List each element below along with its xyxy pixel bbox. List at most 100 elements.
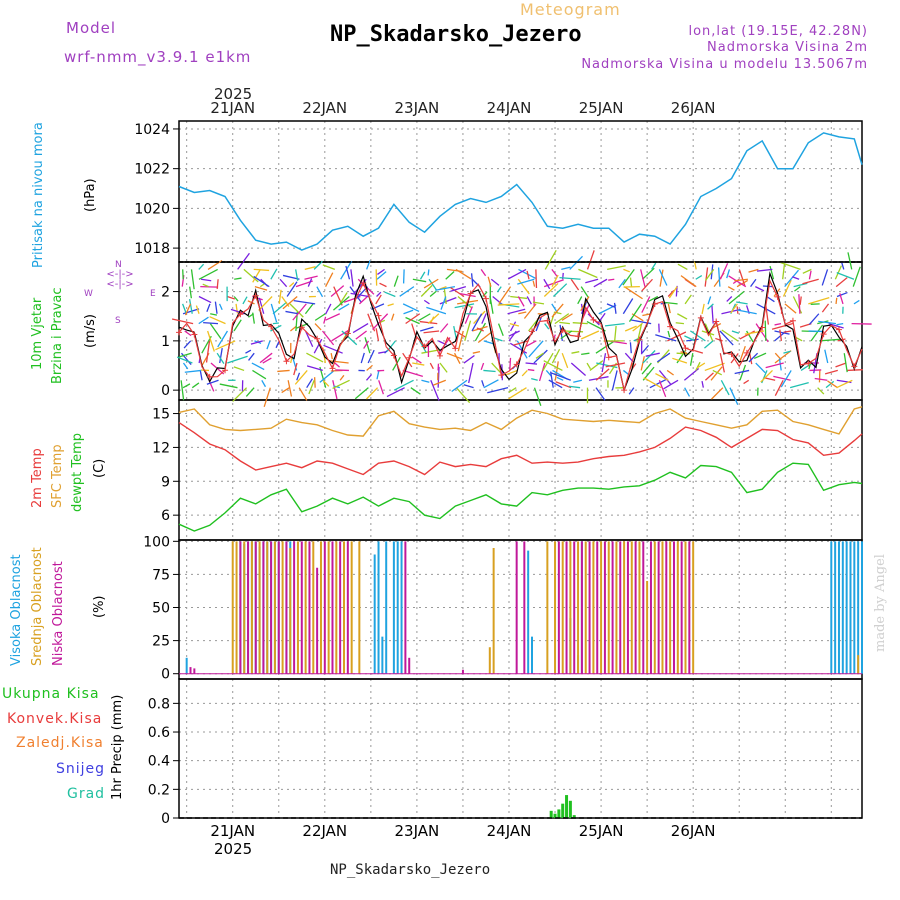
wind-vector (245, 349, 252, 354)
wind-marker (421, 343, 428, 350)
wind-vector (207, 259, 223, 270)
wind-vector (573, 379, 583, 383)
wind-vector (367, 349, 375, 364)
wind-vector (553, 283, 568, 297)
y-tick-label: 15 (152, 407, 170, 423)
wind-vector (371, 303, 385, 310)
model-label: Model (66, 19, 117, 37)
wind-vector (605, 362, 626, 368)
wind-vector (533, 349, 548, 364)
grid-lines (179, 121, 862, 819)
temp2m-label: 2m Temp (30, 448, 45, 508)
wind-vector (808, 313, 820, 325)
wind-vector (259, 352, 273, 364)
wind-vector (792, 276, 800, 280)
wind-vector (528, 319, 538, 332)
wind-vector (279, 278, 288, 288)
wind-vector (323, 316, 327, 324)
temp-line-2m (178, 422, 863, 476)
wind-vector (278, 289, 282, 304)
y-tick-label: 1022 (134, 162, 170, 178)
wind-vector (266, 340, 271, 350)
wind-vector (450, 287, 465, 298)
wind-vector (535, 316, 542, 332)
wind-vector (184, 303, 192, 316)
wind-marker (298, 324, 305, 331)
wind-vector (454, 330, 467, 338)
wind-vector (376, 291, 382, 297)
wind-vector (480, 269, 487, 277)
wind-vector (324, 272, 334, 287)
wind-vector (180, 380, 185, 401)
wind-vector (526, 270, 530, 280)
top-year-label: 2025 (214, 85, 253, 103)
wind-vector (841, 262, 845, 270)
wind-vector (487, 276, 492, 287)
wind-vector (455, 387, 471, 404)
wind-vector (542, 352, 554, 372)
wind-vector (836, 272, 855, 280)
precip-conv-label: Konvek.Kisa (7, 711, 103, 727)
y-tick-label: 12 (152, 440, 170, 456)
wind-vector (290, 325, 297, 332)
wind-vector (285, 310, 299, 315)
pressure-unit: (hPa) (83, 178, 98, 212)
wind-vector (543, 282, 559, 297)
temp-line-sfc (178, 406, 863, 437)
wind-marker (636, 336, 643, 343)
wind-vector (764, 320, 767, 341)
wind-vector (553, 311, 562, 315)
wind-vector (549, 371, 554, 388)
wind-vector (507, 268, 527, 280)
wind-vector (648, 295, 659, 302)
wind-vector (437, 366, 440, 388)
compass-north: N (115, 260, 122, 270)
wind-vector (306, 352, 324, 363)
wind-vector (247, 300, 255, 305)
wind-marker (851, 363, 858, 370)
wind-vector (721, 329, 739, 342)
wind-vector (261, 379, 267, 388)
wind-marker (682, 345, 689, 352)
wind-vector (730, 303, 738, 314)
precip-bar (568, 800, 572, 818)
wind-vector (460, 293, 476, 298)
wind-vector (763, 377, 776, 381)
y-tick-label: 1024 (134, 122, 170, 138)
wind-marker (743, 349, 750, 356)
y-tick-label: 75 (152, 567, 170, 583)
wind-vector (760, 369, 773, 383)
wind-vector (184, 330, 192, 337)
top-date-label: 25JAN (578, 99, 624, 117)
wind-vector (527, 368, 535, 372)
wind-vector (835, 362, 847, 368)
wind-vector (393, 379, 414, 391)
wind-vector (411, 356, 422, 364)
wind-vector (258, 296, 273, 311)
top-date-label: 26JAN (670, 99, 716, 117)
wind-vector (684, 294, 692, 305)
wind-vector (577, 296, 583, 305)
wind-vector (623, 268, 630, 273)
wind-vector (641, 296, 651, 313)
wind-vector (643, 377, 662, 389)
wind-vector (402, 269, 405, 284)
wind-vector (755, 286, 765, 292)
wind-vector (689, 330, 706, 342)
wind-vector (242, 296, 248, 305)
wind-marker (544, 317, 551, 324)
wind-vector (561, 352, 569, 369)
wind-vector (555, 381, 572, 389)
wind-vector (684, 335, 696, 342)
wind-vector (435, 286, 456, 291)
wind-vector (651, 262, 657, 270)
wind-vector (198, 263, 205, 270)
wind-vector (755, 362, 766, 374)
wind-vector (457, 330, 464, 352)
wind-vector (513, 340, 529, 346)
wind-vector (739, 364, 747, 381)
wind-vector (233, 319, 242, 332)
wind-vector (798, 294, 801, 314)
wind-vector (544, 250, 557, 270)
wind-vector (340, 260, 353, 280)
